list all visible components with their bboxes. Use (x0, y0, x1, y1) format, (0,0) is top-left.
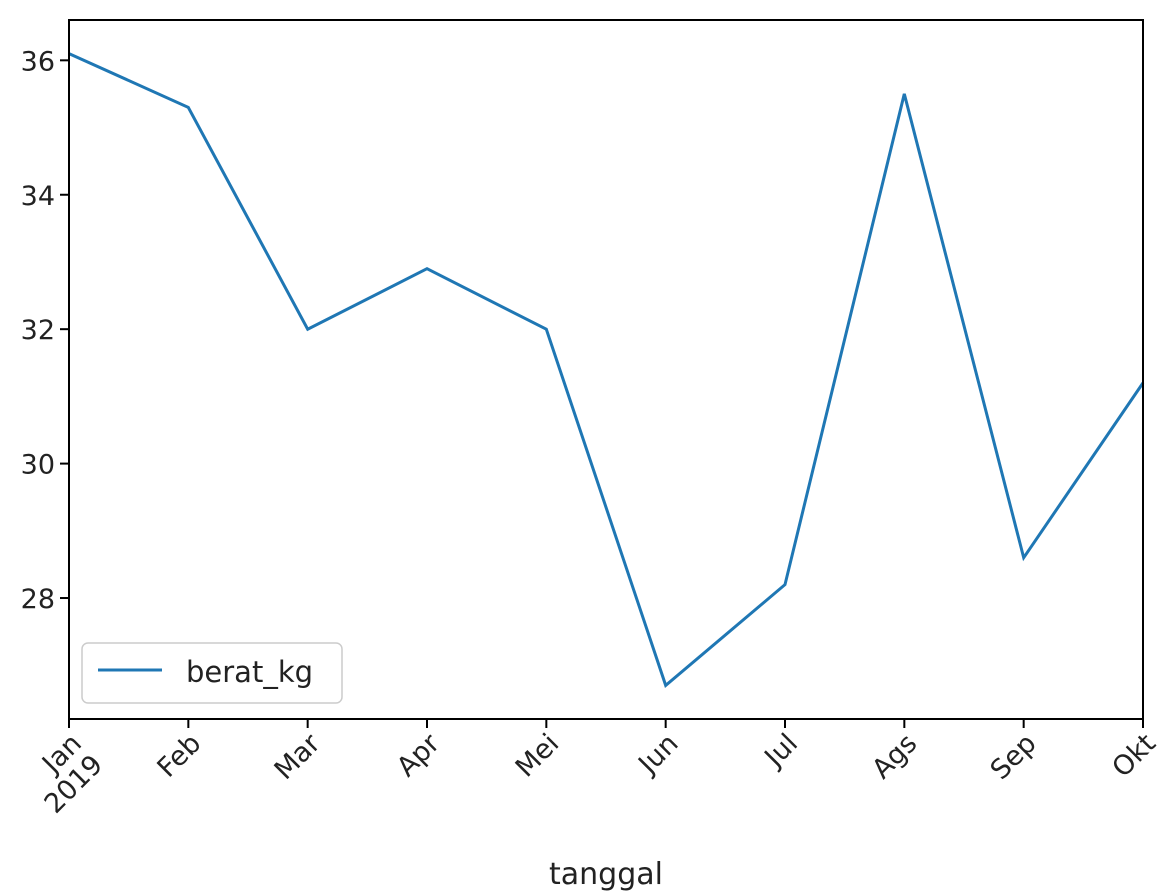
y-tick-label: 30 (21, 450, 55, 481)
x-tick-label: Mei (510, 728, 565, 783)
x-tick-label: Feb (152, 728, 208, 784)
y-tick-label: 28 (21, 584, 55, 615)
y-tick-label: 32 (21, 315, 55, 346)
legend-box (81, 642, 343, 704)
x-axis: Jan2019 Feb Mar Apr Mei Jun Jul Ags Sep Okt (17, 719, 1162, 820)
x-tick-label: Sep (985, 728, 1043, 786)
series-layer (68, 52, 1145, 688)
x-tick-label: Apr (391, 727, 447, 783)
x-tick-label: Mar (269, 727, 328, 786)
y-tick-label: 36 (21, 46, 55, 77)
y-tick-label: 34 (21, 181, 55, 212)
x-tick-label: Jan2019 (17, 728, 109, 820)
y-axis: 28 30 32 34 36 (21, 46, 69, 615)
x-tick-label: Ags (866, 728, 923, 785)
legend: berat_kg (81, 642, 343, 704)
x-axis-title: tanggal (549, 857, 663, 892)
x-tick-label: Okt (1106, 728, 1161, 783)
x-tick-label: Jul (758, 728, 804, 774)
series-line-berat_kg (68, 52, 1145, 688)
legend-label: berat_kg (186, 655, 313, 689)
plot-frame (68, 19, 1144, 720)
x-tick-label: Jun (631, 728, 684, 781)
